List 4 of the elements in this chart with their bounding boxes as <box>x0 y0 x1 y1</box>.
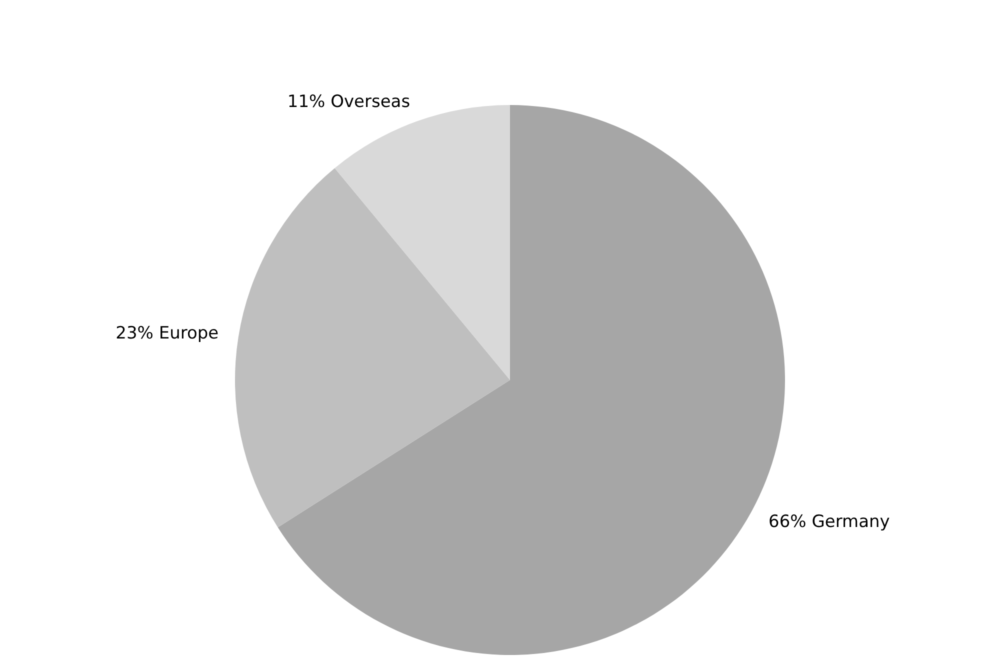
slice-label: 23% Europe <box>116 323 219 344</box>
slice-label: 11% Overseas <box>287 92 410 112</box>
pie-slice <box>235 168 510 528</box>
slice-label: 66% Germany <box>768 512 890 532</box>
